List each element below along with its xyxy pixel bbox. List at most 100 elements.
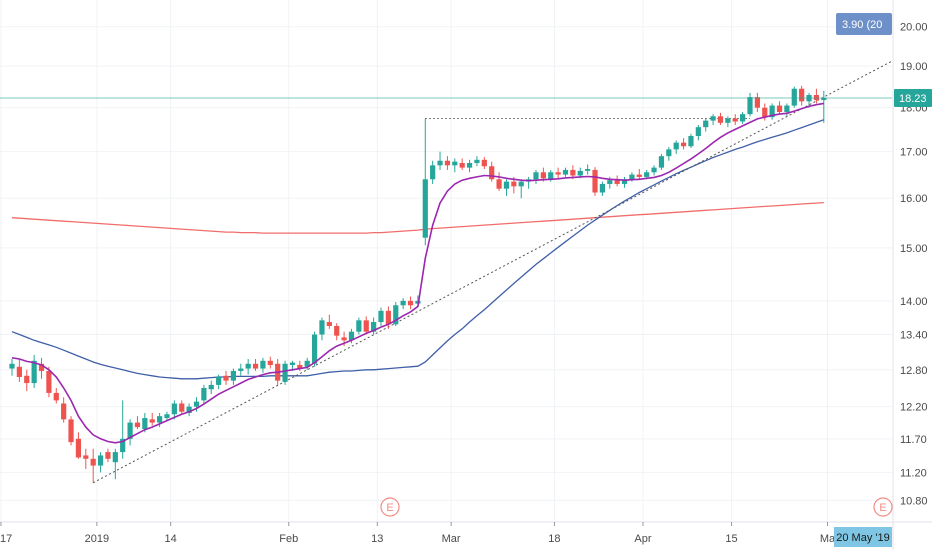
candle-body <box>555 172 561 175</box>
candle-body <box>378 310 384 323</box>
candle-body <box>732 118 738 122</box>
candle-body <box>607 180 613 184</box>
candle-body <box>223 375 229 381</box>
candle <box>334 323 340 341</box>
candle <box>799 85 805 106</box>
candle-body <box>252 363 259 369</box>
candle <box>680 138 687 150</box>
candle-body <box>740 114 746 122</box>
candle <box>9 359 15 376</box>
candle-body <box>548 172 554 180</box>
candle-body <box>496 179 502 189</box>
x-tick-label: Apr <box>634 533 651 545</box>
candle <box>688 133 694 149</box>
candle-body <box>540 172 546 179</box>
candle-body <box>570 169 576 176</box>
time-axis[interactable]: 17 2019 14 Feb 13 Mar 18 Apr 15 Ma <box>0 521 932 545</box>
candle <box>754 92 760 112</box>
candle-body <box>112 452 118 463</box>
candle <box>474 156 480 167</box>
candle <box>311 331 318 367</box>
candle-body <box>105 452 111 459</box>
candle <box>526 176 532 189</box>
candle-body <box>769 105 775 118</box>
candle-body <box>481 159 487 167</box>
ma-slow-line <box>11 201 824 234</box>
candle-body <box>363 320 369 332</box>
candle <box>725 116 731 128</box>
candle <box>444 156 451 170</box>
candle-body <box>666 149 672 157</box>
candle-body <box>142 418 148 430</box>
candle-body <box>636 174 642 177</box>
candle-body <box>585 169 591 171</box>
candle-body <box>186 406 192 413</box>
candle-body <box>644 172 650 177</box>
candle <box>784 103 790 117</box>
candle-body <box>621 179 628 184</box>
candle <box>496 172 502 192</box>
candle-body <box>385 310 391 325</box>
candle-body <box>533 172 539 180</box>
candle <box>201 384 207 404</box>
candle-body <box>658 156 665 168</box>
candle-body <box>46 370 52 393</box>
candle-body <box>193 401 200 407</box>
candle-body <box>673 142 679 150</box>
candle <box>208 380 214 395</box>
candle-body <box>260 360 266 369</box>
candle <box>97 452 104 473</box>
candle-body <box>747 97 753 115</box>
candle-body <box>90 458 96 466</box>
candle-body <box>651 167 657 173</box>
candle-body <box>304 360 310 367</box>
candle-body <box>341 337 347 341</box>
candle-body <box>164 414 170 419</box>
price-axis[interactable]: 20.0019.0018.0017.0016.0015.0014.0013.40… <box>892 0 928 550</box>
trendline-path[interactable] <box>92 60 893 484</box>
candle-body <box>791 88 797 106</box>
candle-body <box>75 438 82 458</box>
candle-body <box>127 422 133 439</box>
candle-body <box>503 181 510 189</box>
candle <box>791 86 797 108</box>
candle-body <box>614 180 620 184</box>
change-tag: 3.90 (20 <box>836 13 892 35</box>
date-tag-text: 20 May '19 <box>836 532 889 544</box>
candle-body <box>16 366 22 377</box>
candle-body <box>371 322 377 332</box>
earnings-label: E <box>879 502 886 514</box>
candle <box>90 448 96 483</box>
candle <box>149 412 155 426</box>
candle-body <box>97 455 104 466</box>
candle-body <box>799 88 805 102</box>
candle <box>562 167 569 177</box>
candle <box>53 387 59 404</box>
candle <box>585 164 591 175</box>
candle <box>282 360 288 385</box>
candle-body <box>518 181 524 187</box>
crosshair-date-tag: 20 May '19 <box>834 527 892 547</box>
candle <box>717 112 724 125</box>
candle-body <box>754 97 760 108</box>
candle <box>127 419 133 446</box>
trendline[interactable] <box>92 60 893 484</box>
candle-body <box>776 105 783 112</box>
candle <box>592 167 598 196</box>
y-tick-label: 14.00 <box>900 296 928 308</box>
candle-body <box>400 300 406 306</box>
candle <box>371 317 377 335</box>
candle <box>666 147 672 161</box>
y-tick-label: 15.00 <box>900 243 928 255</box>
candle <box>533 169 539 184</box>
candle-body <box>393 305 399 325</box>
candle <box>326 314 332 329</box>
change-tag-text: 3.90 (20 <box>842 19 882 31</box>
candle <box>75 432 82 459</box>
earnings-marker[interactable]: E <box>873 497 893 517</box>
earnings-marker[interactable]: E <box>380 497 400 517</box>
candle <box>740 111 746 125</box>
candle-body <box>38 363 45 371</box>
